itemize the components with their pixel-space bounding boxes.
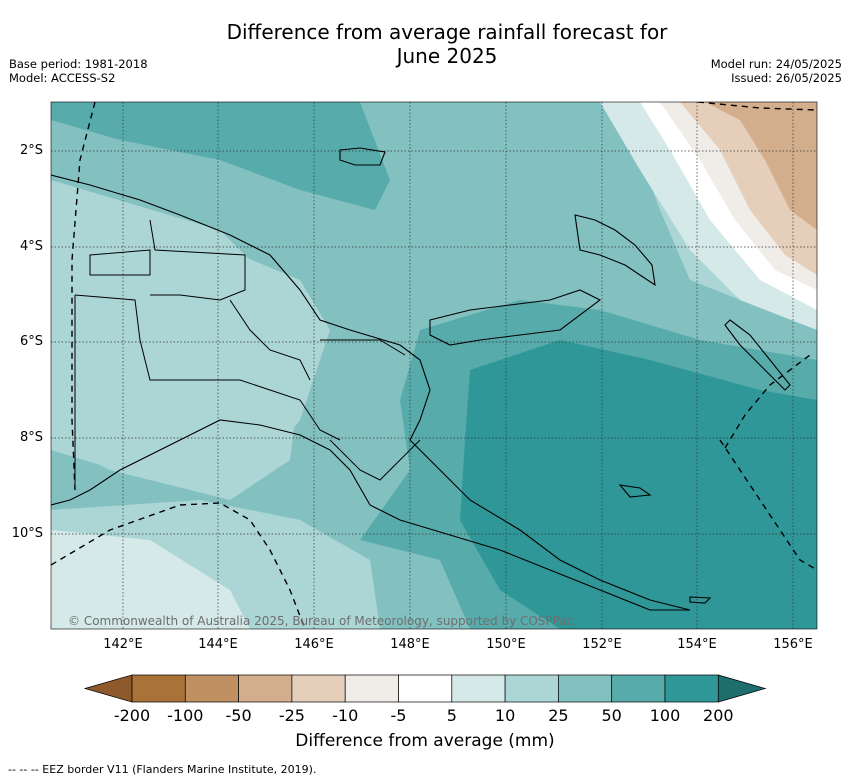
colorbar-swatch	[291, 674, 346, 703]
colorbar-title: Difference from average (mm)	[295, 731, 555, 751]
colorbar-swatch	[611, 674, 666, 703]
colorbar-swatch	[398, 674, 453, 703]
eez-borders	[51, 102, 817, 629]
rain-zone-5-10	[51, 530, 250, 629]
louisiade-islands	[618, 484, 712, 604]
colorbar-swatch	[504, 674, 559, 703]
lat-label: 2°S	[19, 143, 43, 158]
lat-label: 10°S	[11, 526, 43, 541]
colorbar-tick: 50	[601, 706, 622, 725]
rain-zone-50-100-northwest	[51, 102, 390, 210]
issued-text: Issued: 26/05/2025	[731, 71, 842, 85]
map-panel	[51, 102, 817, 629]
colorbar	[83, 674, 767, 703]
model-run-text: Model run: 24/05/2025	[710, 57, 842, 71]
colorbar-tick: 100	[649, 706, 681, 725]
title-line-2: June 2025	[396, 44, 498, 68]
map-frame	[50, 101, 818, 630]
colorbar-tick: 5	[446, 706, 457, 725]
copyright-label: © Commonwealth of Australia 2025, Bureau…	[68, 614, 574, 628]
colorbar-tick: 10	[494, 706, 516, 725]
rain-zone-10-25-west	[51, 190, 330, 480]
chart-title: Difference from average rainfall forecas…	[0, 20, 850, 68]
colorbar-swatch	[184, 674, 239, 703]
colorbar-extend-high	[717, 674, 767, 703]
coastlines	[51, 147, 791, 611]
colorbar-tick: -5	[390, 706, 407, 725]
colorbar-tick: -25	[278, 706, 305, 725]
manus-coast	[339, 147, 386, 166]
meta-left: Base period: 1981-2018 Model: ACCESS-S2	[9, 57, 148, 85]
graticule	[51, 102, 817, 629]
lon-label: 150°E	[486, 637, 526, 652]
colorbar-swatch	[131, 674, 186, 703]
model-text: Model: ACCESS-S2	[9, 71, 116, 85]
lon-label: 156°E	[773, 637, 813, 652]
colorbar-swatch	[451, 674, 506, 703]
eez-footnote: -- -- -- EEZ border V11 (Flanders Marine…	[8, 763, 317, 776]
rain-zone-100-200	[460, 340, 817, 629]
new-ireland-coast	[574, 214, 656, 287]
colorbar-tick: 25	[548, 706, 569, 725]
lat-label: 4°S	[19, 239, 43, 254]
colorbar-swatch	[558, 674, 613, 703]
colorbar-tick: -200	[113, 706, 151, 725]
lon-label: 142°E	[103, 637, 143, 652]
lat-label: 6°S	[19, 334, 43, 349]
new-britain-coast	[429, 289, 602, 346]
colorbar-tick: 200	[703, 706, 734, 725]
province-borders	[74, 219, 421, 490]
colorbar-swatch	[664, 674, 719, 703]
colorbar-tick: -100	[167, 706, 204, 725]
new-guinea-coast	[51, 174, 691, 611]
base-period-text: Base period: 1981-2018	[9, 57, 148, 71]
bougainville-coast	[724, 319, 791, 391]
lat-label: 8°S	[19, 430, 43, 445]
colorbar-tick: -50	[225, 706, 252, 725]
meta-right: Model run: 24/05/2025 Issued: 26/05/2025	[711, 57, 842, 85]
rain-zone-minus-50-minus-25	[705, 102, 817, 230]
lon-label: 144°E	[198, 637, 238, 652]
lon-label: 154°E	[677, 637, 717, 652]
colorbar-swatch	[344, 674, 399, 703]
colorbar-extend-low	[83, 674, 133, 703]
title-line-1: Difference from average rainfall forecas…	[226, 20, 668, 44]
lon-label: 152°E	[582, 637, 622, 652]
colorbar-tick: -10	[332, 706, 359, 725]
lon-label: 146°E	[294, 637, 334, 652]
lon-label: 148°E	[390, 637, 430, 652]
colorbar-swatch	[238, 674, 293, 703]
